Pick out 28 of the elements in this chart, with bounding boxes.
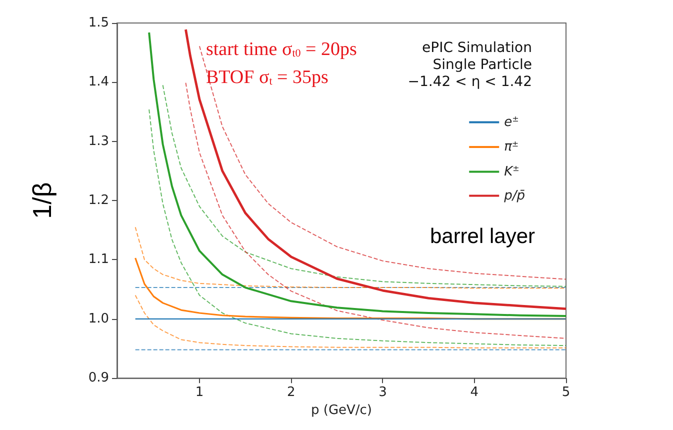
y-tick-label: 1.4 (88, 74, 109, 90)
annotation: Single Particle (432, 57, 532, 73)
x-tick-label: 2 (286, 385, 296, 400)
y-tick-label: 1.3 (88, 134, 109, 149)
y-tick-label: 1.5 (88, 16, 109, 30)
legend-label: p/p̄ (503, 188, 526, 204)
y-axis-title: 1/β (27, 182, 57, 219)
annotation: −1.42 < η < 1.42 (408, 74, 532, 90)
y-tick-label: 1.2 (88, 193, 109, 208)
line-series (134, 226, 566, 289)
annotation: barrel layer (430, 225, 536, 248)
annotation: start time σt0 = 20ps (206, 39, 357, 60)
x-tick-label: 4 (470, 385, 479, 400)
x-axis-title: p (GeV/c) (310, 403, 372, 418)
annotation: ePIC Simulation (422, 40, 532, 56)
y-tick-label: 1.1 (88, 252, 109, 268)
annotation: BTOF σt = 35ps (206, 67, 328, 88)
y-tick-label: 0.9 (88, 370, 109, 386)
x-tick-label: 5 (562, 385, 570, 400)
legend-label: e± (504, 114, 519, 130)
x-tick-label: 3 (378, 385, 387, 400)
y-tick-label: 1.0 (88, 311, 109, 326)
x-tick-label: 1 (195, 385, 204, 400)
line-series (148, 108, 566, 346)
legend-label: π± (504, 139, 519, 154)
line-series (134, 294, 566, 348)
legend-label: K± (504, 164, 520, 180)
line-series (134, 257, 567, 320)
